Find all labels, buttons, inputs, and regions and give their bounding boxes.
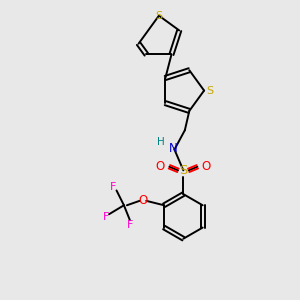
Text: S: S [206,85,213,96]
Text: S: S [155,11,163,21]
Text: H: H [157,137,165,147]
Text: O: O [202,160,211,173]
Text: O: O [156,160,165,173]
Text: F: F [127,220,133,230]
Text: N: N [169,142,177,154]
Text: S: S [179,164,188,177]
Text: O: O [139,194,148,207]
Text: F: F [103,212,109,222]
Text: F: F [110,182,117,192]
